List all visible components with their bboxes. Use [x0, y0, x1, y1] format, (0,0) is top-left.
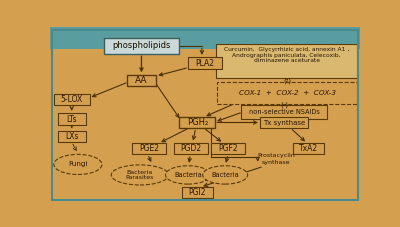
Text: phospholipids: phospholipids: [112, 41, 171, 50]
FancyBboxPatch shape: [104, 38, 179, 54]
Text: COX-1  +  COX-2  +  COX-3: COX-1 + COX-2 + COX-3: [239, 90, 336, 96]
Text: (-): (-): [280, 102, 288, 108]
FancyBboxPatch shape: [180, 117, 215, 128]
FancyBboxPatch shape: [293, 143, 324, 154]
Ellipse shape: [203, 166, 248, 184]
Text: AA: AA: [135, 76, 148, 85]
Text: PGE2: PGE2: [139, 144, 159, 153]
Text: PGD2: PGD2: [180, 144, 202, 153]
FancyBboxPatch shape: [58, 113, 86, 125]
Ellipse shape: [166, 166, 210, 184]
FancyBboxPatch shape: [182, 187, 213, 198]
Text: PGF2: PGF2: [218, 144, 238, 153]
Text: synthase: synthase: [262, 160, 290, 165]
Text: Bacteria: Bacteria: [211, 172, 239, 178]
Ellipse shape: [111, 165, 168, 185]
FancyBboxPatch shape: [132, 143, 166, 154]
Text: Andrographis paniculata, Celecoxib,: Andrographis paniculata, Celecoxib,: [232, 53, 341, 58]
Text: (-): (-): [283, 78, 291, 84]
Text: Tx synthase: Tx synthase: [263, 119, 305, 126]
FancyBboxPatch shape: [127, 75, 156, 86]
Text: PGI2: PGI2: [188, 188, 206, 197]
Text: Fungi: Fungi: [68, 161, 88, 168]
FancyBboxPatch shape: [218, 82, 357, 104]
Text: PLA2: PLA2: [196, 59, 214, 68]
Text: LXs: LXs: [65, 132, 78, 141]
Text: diminazene aceturate: diminazene aceturate: [254, 58, 320, 63]
Text: Curcumin,  Glycyrrhizic acid, annexin A1 ,: Curcumin, Glycyrrhizic acid, annexin A1 …: [224, 47, 349, 52]
Text: TxA2: TxA2: [299, 144, 318, 153]
FancyBboxPatch shape: [54, 94, 90, 106]
FancyBboxPatch shape: [260, 117, 308, 128]
Text: LTs: LTs: [66, 114, 77, 123]
Text: 5-LOX: 5-LOX: [60, 95, 83, 104]
Ellipse shape: [54, 154, 102, 175]
Text: PGH₂: PGH₂: [187, 118, 208, 127]
FancyBboxPatch shape: [216, 44, 357, 78]
FancyBboxPatch shape: [58, 131, 86, 142]
FancyBboxPatch shape: [211, 143, 245, 154]
Text: non-selective NSAIDs: non-selective NSAIDs: [249, 109, 320, 115]
Text: Bacteria: Bacteria: [174, 172, 202, 178]
Text: Prostacyclin: Prostacyclin: [258, 153, 295, 158]
FancyBboxPatch shape: [188, 57, 222, 69]
Text: Bacteria
Parasites: Bacteria Parasites: [126, 170, 154, 180]
FancyBboxPatch shape: [174, 143, 208, 154]
FancyBboxPatch shape: [242, 105, 327, 119]
Bar: [50, 27, 360, 49]
